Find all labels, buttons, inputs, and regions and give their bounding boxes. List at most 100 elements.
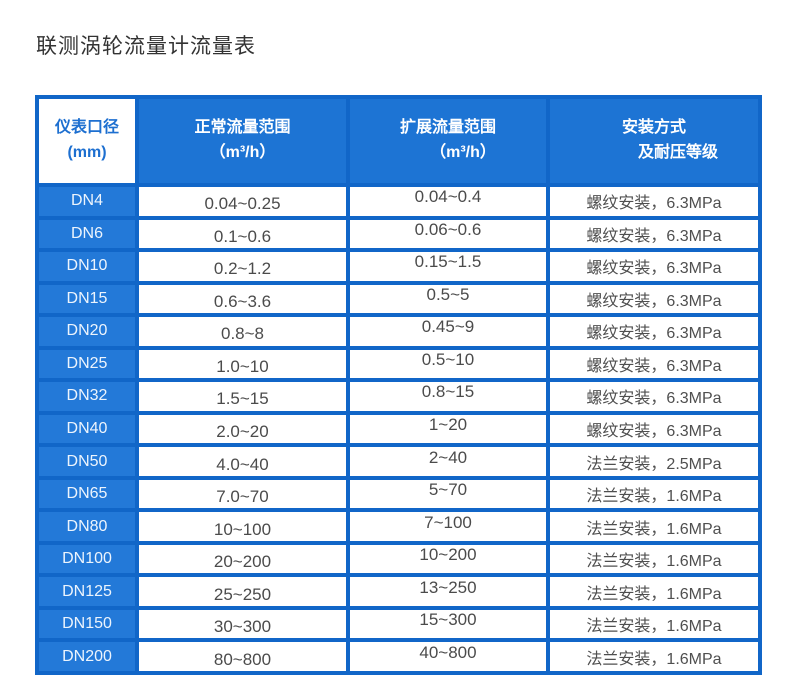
extended-range-cell-text: 10~200 — [419, 545, 477, 565]
extended-range-cell: 0.04~0.4 — [350, 187, 546, 216]
normal-range-cell-text: 7.0~70 — [216, 487, 269, 507]
meter-size-cell: DN32 — [39, 382, 135, 411]
meter-size-cell: DN65 — [39, 479, 135, 509]
meter-size-cell: DN6 — [39, 219, 135, 249]
meter-size-cell: DN125 — [39, 577, 135, 606]
install-method-cell: 法兰安装，1.6MPa — [550, 642, 758, 671]
meter-size-cell-text: DN4 — [70, 192, 103, 210]
install-method-cell-text: 螺纹安装，6.3MPa — [586, 195, 722, 213]
header-extended-range-label: 扩展流量范围 — [399, 119, 496, 137]
extended-range-cell: 0.45~9 — [350, 317, 546, 346]
header-normal-range-label: 正常流量范围 — [194, 119, 291, 137]
install-method-cell-text: 螺纹安装，6.3MPa — [586, 357, 722, 375]
extended-range-cell-text: 0.06~0.6 — [414, 219, 482, 239]
extended-range-cell: 10~200 — [350, 544, 546, 574]
install-method-cell: 螺纹安装，6.3MPa — [550, 382, 758, 411]
normal-range-cell-text: 10~100 — [213, 519, 272, 539]
header-meter-size-unit: (mm) — [67, 144, 107, 161]
install-method-cell-text: 法兰安装，1.6MPa — [586, 488, 722, 506]
install-method-cell: 法兰安装，1.6MPa — [550, 609, 758, 639]
meter-size-cell: DN200 — [39, 642, 135, 671]
install-method-cell: 法兰安装，1.6MPa — [550, 512, 758, 541]
meter-size-cell-text: DN80 — [66, 517, 108, 535]
extended-range-cell: 0.5~10 — [350, 349, 546, 379]
normal-range-cell-text: 0.1~0.6 — [213, 226, 272, 246]
meter-size-cell-text: DN15 — [66, 289, 108, 307]
install-method-cell-text: 螺纹安装，6.3MPa — [586, 422, 722, 440]
header-meter-size-label: 仪表口径 — [54, 119, 119, 137]
extended-range-cell: 7~100 — [350, 512, 546, 541]
meter-size-cell-text: DN50 — [66, 452, 108, 470]
extended-range-cell-text: 0.5~10 — [421, 349, 475, 369]
meter-size-cell: DN80 — [39, 512, 135, 541]
header-cell-extended-range: 扩展流量范围 （m³/h） — [350, 99, 546, 183]
extended-range-cell: 2~40 — [350, 447, 546, 476]
extended-range-cell-text: 7~100 — [424, 512, 472, 532]
meter-size-cell-text: DN40 — [66, 419, 108, 437]
normal-range-cell-text: 30~300 — [213, 617, 272, 637]
meter-size-cell: DN100 — [39, 544, 135, 574]
install-method-cell-text: 螺纹安装，6.3MPa — [586, 227, 722, 245]
normal-range-cell: 20~200 — [139, 544, 346, 574]
meter-size-cell-text: DN200 — [62, 647, 112, 665]
meter-size-cell: DN40 — [39, 414, 135, 444]
normal-range-cell-text: 0.6~3.6 — [213, 291, 272, 311]
install-method-cell-text: 法兰安装，1.6MPa — [586, 553, 722, 571]
normal-range-cell: 0.1~0.6 — [139, 219, 346, 249]
install-method-cell: 法兰安装，2.5MPa — [550, 447, 758, 476]
normal-range-cell: 30~300 — [139, 609, 346, 639]
extended-range-cell-text: 13~250 — [419, 577, 477, 597]
extended-range-cell: 15~300 — [350, 609, 546, 639]
header-install-method-label: 安装方式 — [621, 119, 686, 137]
header-cell-meter-size: 仪表口径 (mm) — [39, 99, 135, 183]
extended-range-cell-text: 2~40 — [428, 447, 468, 467]
extended-range-cell: 5~70 — [350, 479, 546, 509]
meter-size-cell-text: DN150 — [62, 615, 112, 633]
install-method-cell: 螺纹安装，6.3MPa — [550, 219, 758, 249]
extended-range-cell: 1~20 — [350, 414, 546, 444]
install-method-cell-text: 法兰安装，1.6MPa — [586, 618, 722, 636]
normal-range-cell-text: 25~250 — [213, 584, 272, 604]
install-method-cell-text: 法兰安装，2.5MPa — [586, 455, 722, 473]
install-method-cell: 螺纹安装，6.3MPa — [550, 414, 758, 444]
extended-range-cell-text: 0.45~9 — [421, 317, 475, 337]
install-method-cell-text: 螺纹安装，6.3MPa — [586, 260, 722, 278]
install-method-cell: 螺纹安装，6.3MPa — [550, 252, 758, 281]
normal-range-cell: 0.8~8 — [139, 317, 346, 346]
meter-size-cell: DN4 — [39, 187, 135, 216]
extended-range-cell-text: 0.5~5 — [426, 284, 470, 304]
meter-size-cell: DN150 — [39, 609, 135, 639]
meter-size-cell-text: DN125 — [62, 582, 112, 600]
extended-range-cell: 13~250 — [350, 577, 546, 606]
flow-rate-table: 仪表口径 (mm) 正常流量范围 （m³/h） 扩展流量范围 （m³/h） 安装… — [35, 95, 762, 675]
meter-size-cell: DN20 — [39, 317, 135, 346]
install-method-cell: 法兰安装，1.6MPa — [550, 544, 758, 574]
normal-range-cell: 0.2~1.2 — [139, 252, 346, 281]
install-method-cell-text: 螺纹安装，6.3MPa — [586, 292, 722, 310]
install-method-cell: 螺纹安装，6.3MPa — [550, 284, 758, 314]
header-cell-normal-range: 正常流量范围 （m³/h） — [139, 99, 346, 183]
normal-range-cell-text: 20~200 — [213, 552, 272, 572]
normal-range-cell: 80~800 — [139, 642, 346, 671]
install-method-cell-text: 法兰安装，1.6MPa — [586, 520, 722, 538]
extended-range-cell-text: 0.15~1.5 — [414, 252, 482, 272]
meter-size-cell-text: DN6 — [70, 224, 103, 242]
normal-range-cell-text: 0.2~1.2 — [213, 259, 272, 279]
header-pressure-rating-label: 及耐压等级 — [637, 144, 718, 161]
normal-range-cell-text: 1.0~10 — [216, 356, 269, 376]
header-extended-range-unit: （m³/h） — [430, 144, 496, 161]
meter-size-cell-text: DN10 — [66, 257, 108, 275]
extended-range-cell: 40~800 — [350, 642, 546, 671]
extended-range-cell: 0.15~1.5 — [350, 252, 546, 281]
normal-range-cell-text: 2.0~20 — [216, 421, 269, 441]
install-method-cell: 螺纹安装，6.3MPa — [550, 317, 758, 346]
install-method-cell-text: 螺纹安装，6.3MPa — [586, 325, 722, 343]
normal-range-cell-text: 4.0~40 — [216, 454, 269, 474]
meter-size-cell: DN15 — [39, 284, 135, 314]
normal-range-cell: 10~100 — [139, 512, 346, 541]
extended-range-cell-text: 0.04~0.4 — [414, 187, 482, 207]
meter-size-cell-text: DN25 — [66, 354, 108, 372]
header-cell-install-method: 安装方式 及耐压等级 — [550, 99, 758, 183]
normal-range-cell: 25~250 — [139, 577, 346, 606]
